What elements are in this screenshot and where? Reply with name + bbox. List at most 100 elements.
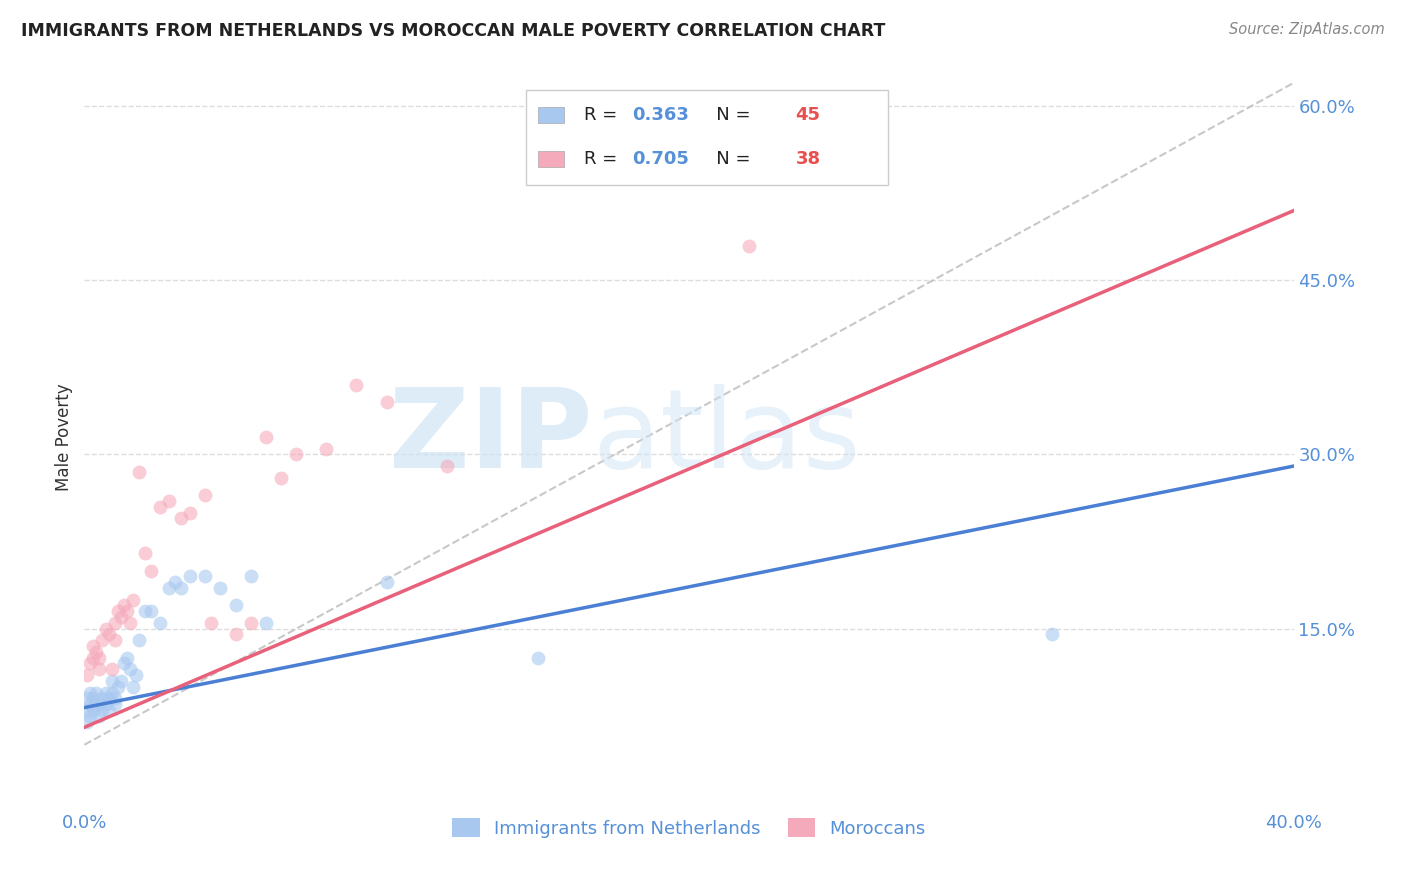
Text: R =: R =: [583, 150, 623, 168]
Point: [97, 703, 120, 717]
Point: [82, 703, 104, 717]
Point: [110, 673, 132, 688]
Point: [239, 615, 262, 630]
Point: [79, 708, 101, 723]
Point: [139, 604, 162, 618]
Text: 38: 38: [796, 150, 821, 168]
Point: [239, 569, 262, 583]
Point: [157, 494, 180, 508]
FancyBboxPatch shape: [538, 151, 564, 167]
Point: [375, 395, 398, 409]
Text: R =: R =: [583, 106, 623, 124]
Point: [100, 662, 122, 676]
Point: [115, 650, 138, 665]
Point: [107, 680, 129, 694]
Point: [76, 691, 98, 706]
Point: [254, 615, 277, 630]
Point: [104, 691, 127, 706]
Point: [112, 599, 135, 613]
Point: [194, 488, 217, 502]
Point: [194, 569, 217, 583]
Point: [346, 377, 368, 392]
Point: [285, 448, 308, 462]
Point: [76, 714, 98, 729]
Point: [1040, 627, 1063, 641]
Point: [89, 650, 111, 665]
Point: [89, 708, 111, 723]
Point: [86, 645, 108, 659]
Point: [225, 627, 247, 641]
Point: [118, 662, 141, 676]
Point: [79, 657, 101, 671]
Point: [97, 691, 120, 706]
Text: N =: N =: [699, 106, 756, 124]
Point: [118, 615, 141, 630]
Text: Source: ZipAtlas.com: Source: ZipAtlas.com: [1229, 22, 1385, 37]
Point: [225, 599, 247, 613]
Point: [121, 592, 143, 607]
Point: [79, 685, 101, 699]
Point: [82, 650, 104, 665]
Point: [76, 668, 98, 682]
Point: [315, 442, 337, 456]
FancyBboxPatch shape: [526, 90, 889, 185]
Point: [170, 581, 193, 595]
Text: ZIP: ZIP: [389, 384, 592, 491]
Point: [86, 697, 108, 711]
Point: [94, 622, 117, 636]
Point: [436, 459, 458, 474]
Point: [170, 511, 193, 525]
Point: [134, 604, 156, 618]
Y-axis label: Male Poverty: Male Poverty: [55, 384, 73, 491]
Point: [79, 697, 101, 711]
Point: [179, 569, 201, 583]
Point: [125, 668, 148, 682]
Point: [94, 697, 117, 711]
Point: [128, 465, 150, 479]
Point: [179, 506, 201, 520]
Point: [89, 662, 111, 676]
Text: 45: 45: [796, 106, 820, 124]
Point: [100, 673, 122, 688]
Text: N =: N =: [699, 150, 756, 168]
Point: [112, 657, 135, 671]
Point: [104, 633, 127, 648]
Point: [104, 615, 127, 630]
Point: [738, 238, 761, 252]
Point: [100, 685, 122, 699]
Point: [76, 703, 98, 717]
Text: 0.705: 0.705: [633, 150, 689, 168]
Point: [104, 697, 127, 711]
Point: [254, 430, 277, 444]
Point: [134, 546, 156, 560]
Point: [82, 691, 104, 706]
Text: atlas: atlas: [592, 384, 860, 491]
Point: [527, 650, 550, 665]
Point: [149, 500, 172, 514]
FancyBboxPatch shape: [538, 107, 564, 123]
Point: [89, 697, 111, 711]
Point: [128, 633, 150, 648]
Point: [91, 703, 114, 717]
Point: [91, 633, 114, 648]
Point: [149, 615, 172, 630]
Point: [139, 564, 162, 578]
Point: [94, 685, 117, 699]
Point: [209, 581, 232, 595]
Point: [270, 471, 292, 485]
Point: [200, 615, 222, 630]
Point: [157, 581, 180, 595]
Point: [107, 604, 129, 618]
Point: [115, 604, 138, 618]
Point: [121, 680, 143, 694]
Point: [110, 610, 132, 624]
Legend: Immigrants from Netherlands, Moroccans: Immigrants from Netherlands, Moroccans: [446, 811, 932, 845]
Point: [97, 627, 120, 641]
Text: IMMIGRANTS FROM NETHERLANDS VS MOROCCAN MALE POVERTY CORRELATION CHART: IMMIGRANTS FROM NETHERLANDS VS MOROCCAN …: [21, 22, 886, 40]
Point: [91, 691, 114, 706]
Point: [375, 575, 398, 590]
Point: [82, 639, 104, 653]
Point: [165, 575, 187, 590]
Text: 0.363: 0.363: [633, 106, 689, 124]
Point: [86, 685, 108, 699]
